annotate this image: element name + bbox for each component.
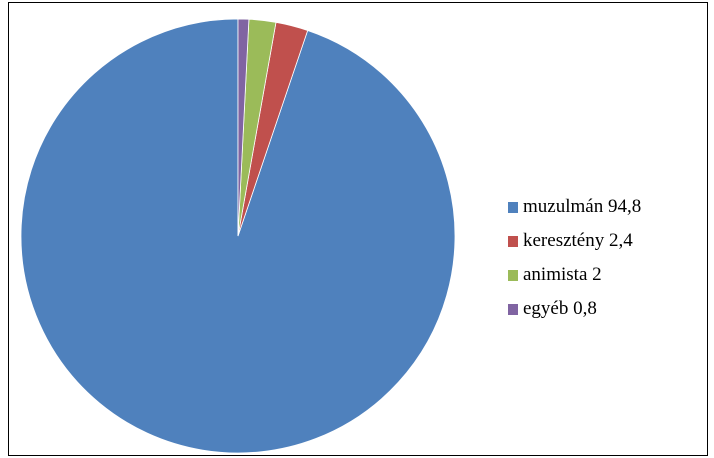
legend-label-kereszteny: keresztény 2,4: [523, 230, 633, 251]
legend-item-muzulman: muzulmán 94,8: [508, 190, 641, 224]
legend-label-muzulman: muzulmán 94,8: [523, 196, 642, 217]
legend-swatch-animista: [508, 269, 518, 281]
legend-label-egyeb: egyéb 0,8: [523, 298, 597, 319]
legend-label-animista: animista 2: [523, 264, 602, 285]
pie-slice-egyeb: [237, 18, 250, 237]
legend-swatch-egyeb: [508, 303, 518, 315]
legend-item-animista: animista 2: [508, 258, 641, 292]
legend-item-egyeb: egyéb 0,8: [508, 292, 641, 326]
legend-item-kereszteny: keresztény 2,4: [508, 224, 641, 258]
legend-swatch-muzulman: [508, 201, 518, 213]
legend-swatch-kereszteny: [508, 235, 518, 247]
chart-legend: muzulmán 94,8 keresztény 2,4 animista 2 …: [508, 190, 641, 326]
